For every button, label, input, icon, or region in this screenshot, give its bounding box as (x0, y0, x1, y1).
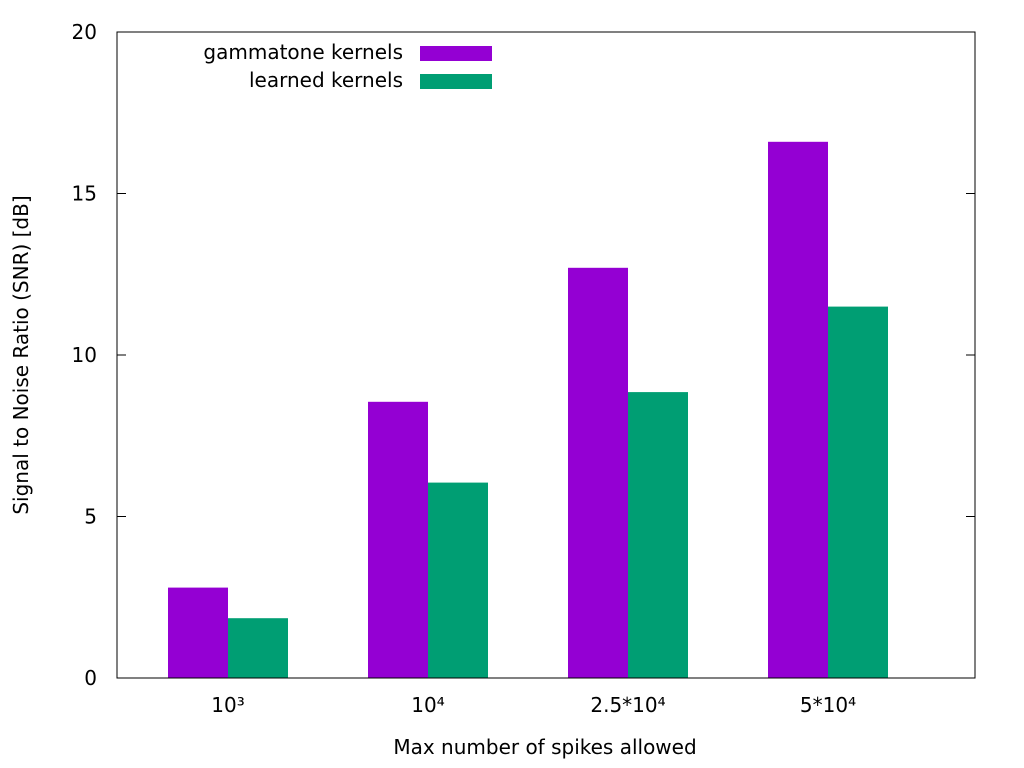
legend-swatch-gammatone (420, 46, 492, 61)
bar-learned-3 (828, 306, 888, 678)
legend: gammatone kernels learned kernels (203, 40, 492, 92)
x-axis: 10³ 10⁴ 2.5*10⁴ 5*10⁴ (211, 693, 856, 717)
y-tick-label: 20 (72, 20, 97, 44)
y-tick-label: 5 (84, 505, 97, 529)
bar-gammatone-2 (568, 267, 628, 678)
bar-gammatone-0 (168, 587, 228, 678)
x-tick-label: 10⁴ (411, 693, 444, 717)
x-tick-label: 2.5*10⁴ (590, 693, 665, 717)
bars-layer (168, 141, 888, 679)
y-axis-title: Signal to Noise Ratio (SNR) [dB] (9, 195, 33, 514)
x-tick-label: 10³ (211, 693, 244, 717)
bar-learned-0 (228, 618, 288, 678)
y-tick-label: 10 (72, 343, 97, 367)
legend-label-gammatone: gammatone kernels (203, 40, 403, 64)
x-axis-title: Max number of spikes allowed (393, 735, 696, 759)
legend-swatch-learned (420, 74, 492, 89)
legend-label-learned: learned kernels (249, 68, 403, 92)
bar-learned-2 (628, 392, 688, 678)
bar-gammatone-1 (368, 401, 428, 678)
x-tick-label: 5*10⁴ (800, 693, 856, 717)
y-tick-label: 0 (84, 666, 97, 690)
bar-gammatone-3 (768, 141, 828, 679)
y-axis: 0 5 10 15 20 (72, 20, 975, 690)
bar-learned-1 (428, 482, 488, 678)
y-tick-label: 15 (72, 182, 97, 206)
